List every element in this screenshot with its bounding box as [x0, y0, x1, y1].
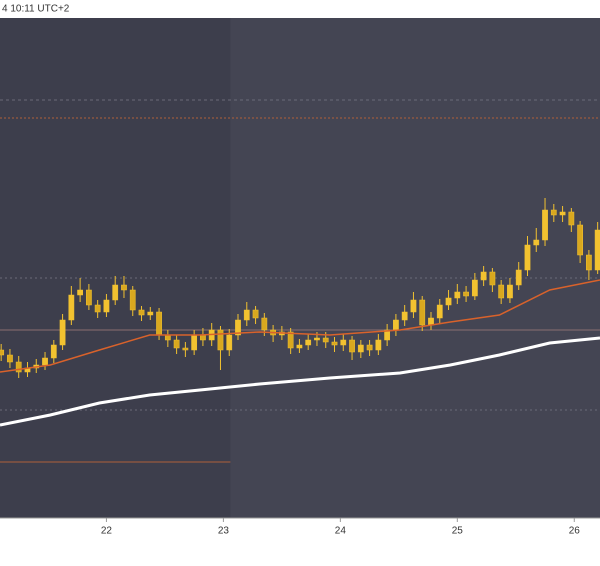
candle-body	[577, 224, 583, 256]
candle-body	[287, 331, 294, 349]
candle-body	[410, 299, 417, 313]
x-tick-label: 22	[101, 526, 113, 537]
candle-body	[42, 357, 48, 366]
candle-body	[454, 291, 461, 299]
candle-body	[50, 344, 57, 359]
candle-body	[498, 284, 505, 299]
candle-body	[375, 339, 382, 351]
candle-body	[524, 244, 531, 271]
candle-body	[235, 319, 241, 336]
candle-body	[77, 289, 83, 296]
candle-body	[173, 339, 180, 349]
candle-body	[7, 354, 13, 363]
candle-body	[112, 284, 119, 301]
chart-title: 4 10:11 UTC+2	[2, 4, 70, 15]
candle-body	[340, 339, 347, 346]
candle-body	[507, 284, 513, 299]
candle-body	[586, 254, 592, 271]
candle-body	[305, 339, 312, 346]
x-tick-label: 26	[569, 526, 581, 537]
candle-body	[533, 239, 540, 246]
candle-body	[428, 317, 434, 326]
highlight-region	[0, 18, 231, 518]
candle-body	[515, 269, 522, 286]
candle-body	[357, 344, 364, 353]
candle-body	[191, 334, 198, 351]
candle-body	[393, 319, 399, 331]
candle-body	[445, 297, 452, 306]
candle-body	[349, 339, 355, 353]
candle-body	[594, 229, 600, 271]
candle-body	[568, 211, 575, 226]
candle-body	[103, 299, 110, 313]
candle-body	[86, 289, 92, 306]
candle-body	[384, 329, 391, 341]
candle-body	[366, 344, 373, 351]
candle-body	[331, 341, 338, 346]
candle-body	[463, 291, 469, 297]
candle-body	[0, 349, 5, 356]
candle-body	[68, 294, 75, 321]
candle-body	[559, 211, 566, 216]
candle-body	[147, 311, 154, 316]
candle-body	[15, 361, 22, 373]
candle-body	[243, 309, 250, 321]
candle-body	[322, 337, 329, 343]
candle-body	[489, 271, 496, 286]
candle-body	[138, 309, 145, 316]
candle-body	[226, 334, 233, 351]
candle-body	[121, 284, 127, 291]
candle-body	[296, 344, 303, 349]
candle-body	[542, 209, 548, 241]
candle-body	[314, 337, 320, 341]
candle-body	[436, 304, 443, 319]
candle-body	[480, 271, 487, 281]
candle-body	[182, 347, 189, 351]
x-tick-label: 24	[335, 526, 347, 537]
x-tick-label: 23	[218, 526, 230, 537]
moving-average-line	[0, 279, 600, 373]
candle-body	[550, 209, 557, 216]
candle-body	[59, 319, 66, 346]
candle-body	[217, 329, 224, 351]
moving-average-line	[0, 336, 600, 427]
candle-body	[200, 334, 206, 341]
candle-body	[129, 289, 136, 311]
candle-body	[471, 279, 478, 297]
x-tick-label: 25	[452, 526, 464, 537]
candle-body	[156, 311, 162, 336]
candle-body	[419, 299, 426, 326]
candle-body	[252, 309, 259, 319]
candle-body	[261, 317, 268, 331]
candle-body	[94, 304, 101, 313]
candle-body	[401, 311, 408, 321]
